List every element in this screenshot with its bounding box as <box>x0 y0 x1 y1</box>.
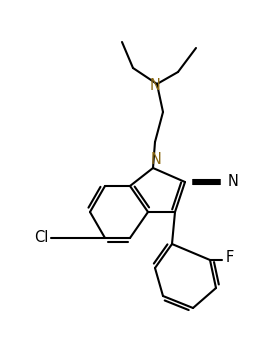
Text: N: N <box>150 78 160 93</box>
Text: F: F <box>226 251 234 265</box>
Text: N: N <box>151 153 162 167</box>
Text: Cl: Cl <box>34 231 48 245</box>
Text: N: N <box>227 175 238 190</box>
